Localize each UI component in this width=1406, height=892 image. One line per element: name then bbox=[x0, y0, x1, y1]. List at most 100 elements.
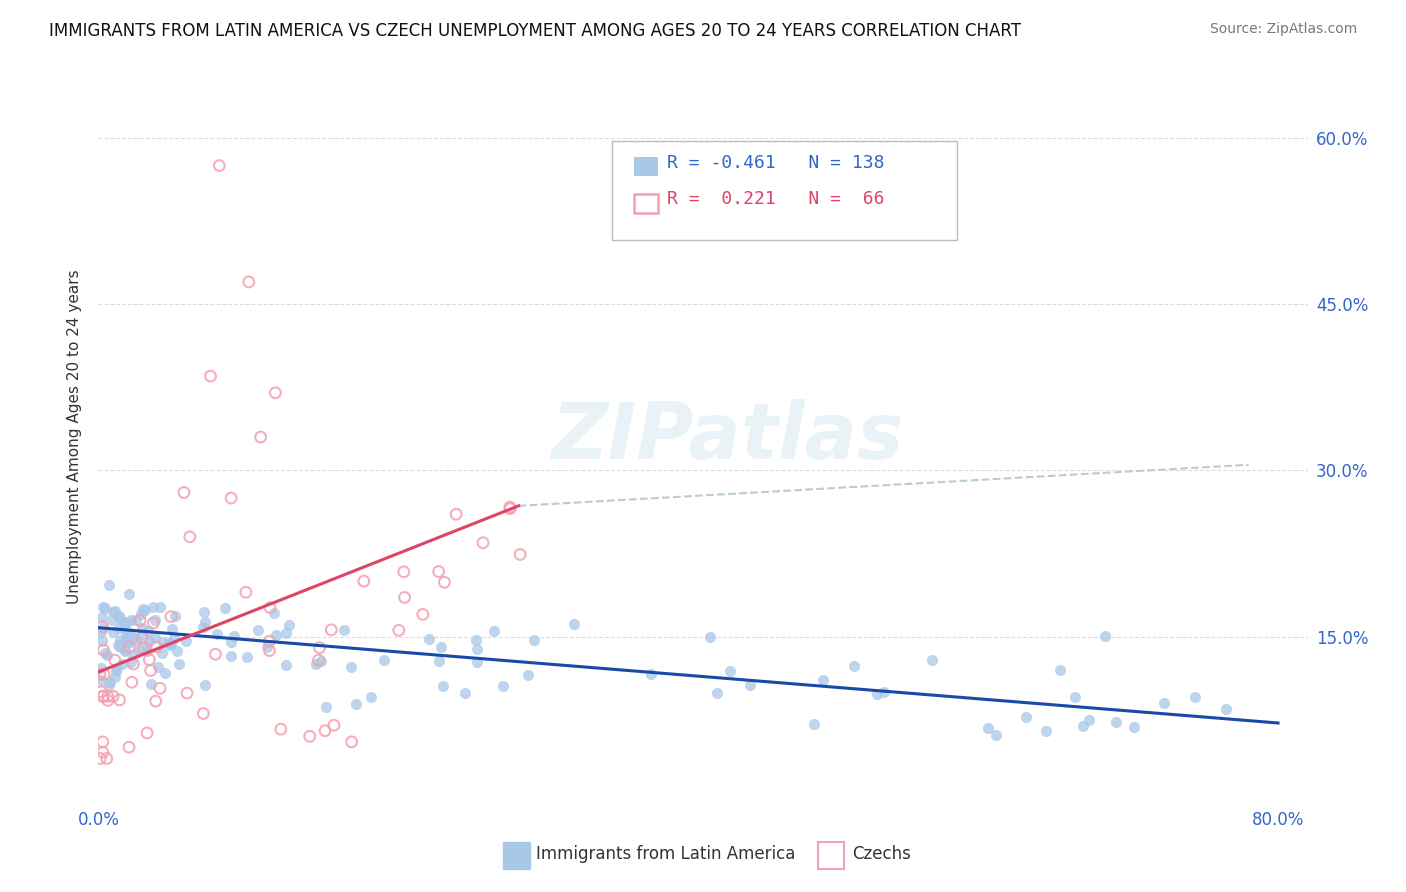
Point bbox=[873, 685, 896, 699]
Point bbox=[1071, 719, 1094, 733]
Point bbox=[699, 630, 721, 644]
Text: Czechs: Czechs bbox=[852, 845, 911, 863]
Point bbox=[321, 623, 343, 637]
Point bbox=[89, 751, 111, 765]
Point bbox=[176, 686, 198, 700]
Point bbox=[1035, 724, 1057, 739]
Point bbox=[97, 693, 120, 707]
Point bbox=[247, 623, 270, 637]
Point bbox=[1153, 696, 1175, 710]
Point bbox=[112, 617, 135, 632]
Point bbox=[977, 721, 1000, 735]
Point bbox=[465, 655, 488, 669]
Point bbox=[91, 735, 114, 749]
Point bbox=[160, 637, 183, 651]
Point bbox=[108, 640, 131, 654]
Point bbox=[94, 601, 117, 615]
Point bbox=[121, 648, 143, 662]
Point bbox=[465, 642, 488, 657]
Point bbox=[118, 740, 141, 755]
Point bbox=[91, 745, 114, 759]
Point bbox=[122, 657, 145, 671]
Point bbox=[131, 631, 153, 645]
Point bbox=[193, 706, 215, 721]
Point bbox=[238, 275, 260, 289]
Point bbox=[315, 699, 337, 714]
Point bbox=[107, 609, 129, 624]
Point bbox=[101, 606, 124, 620]
Point bbox=[111, 636, 134, 650]
Point bbox=[135, 639, 157, 653]
Point bbox=[101, 613, 124, 627]
Point bbox=[523, 633, 546, 648]
Point bbox=[427, 654, 450, 668]
Point bbox=[259, 643, 281, 657]
Point bbox=[108, 633, 131, 648]
Point bbox=[263, 606, 285, 620]
Point bbox=[1094, 630, 1116, 644]
Point bbox=[91, 621, 114, 635]
Point bbox=[132, 602, 155, 616]
Point bbox=[392, 565, 415, 579]
Point bbox=[90, 633, 112, 648]
Point bbox=[167, 657, 190, 672]
Point bbox=[264, 628, 287, 642]
Point bbox=[111, 615, 134, 629]
Point bbox=[1015, 709, 1038, 723]
Point bbox=[174, 634, 197, 648]
Point bbox=[120, 655, 142, 669]
Point bbox=[842, 658, 865, 673]
Point bbox=[308, 640, 330, 655]
Point bbox=[173, 485, 195, 500]
Point bbox=[249, 430, 271, 444]
Point bbox=[157, 636, 180, 650]
Point bbox=[219, 649, 242, 664]
Point bbox=[738, 678, 761, 692]
Point bbox=[108, 609, 131, 624]
Point bbox=[344, 698, 367, 712]
Point bbox=[159, 638, 181, 652]
Point bbox=[148, 660, 170, 674]
Bar bbox=[634, 157, 658, 176]
Point bbox=[132, 641, 155, 656]
Point bbox=[259, 600, 281, 615]
Point bbox=[93, 689, 115, 703]
Point bbox=[93, 643, 115, 657]
Point bbox=[114, 643, 136, 657]
Point bbox=[125, 633, 148, 648]
Point bbox=[160, 622, 183, 636]
Point bbox=[160, 609, 183, 624]
Point bbox=[117, 625, 139, 640]
Point bbox=[256, 640, 278, 654]
Point bbox=[104, 653, 127, 667]
FancyBboxPatch shape bbox=[613, 141, 957, 240]
Point bbox=[97, 690, 120, 704]
Point bbox=[163, 609, 186, 624]
Point bbox=[115, 634, 138, 648]
Point bbox=[276, 658, 298, 673]
Point bbox=[145, 640, 167, 654]
Point bbox=[149, 681, 172, 696]
Point bbox=[139, 664, 162, 678]
Point bbox=[564, 616, 586, 631]
Point bbox=[103, 624, 125, 639]
Point bbox=[509, 548, 531, 562]
Text: Immigrants from Latin America: Immigrants from Latin America bbox=[536, 845, 796, 863]
Point bbox=[101, 690, 124, 704]
Point bbox=[984, 728, 1007, 742]
Point bbox=[108, 622, 131, 636]
Point bbox=[433, 575, 456, 590]
Point bbox=[111, 637, 134, 651]
Point bbox=[118, 635, 141, 649]
Point bbox=[136, 726, 159, 740]
Point bbox=[811, 673, 834, 687]
Point bbox=[129, 614, 152, 628]
Point bbox=[427, 565, 450, 579]
Text: ZIPatlas: ZIPatlas bbox=[551, 399, 903, 475]
Point bbox=[93, 646, 115, 660]
Point bbox=[1063, 690, 1085, 704]
Text: R =  0.221   N =  66: R = 0.221 N = 66 bbox=[666, 190, 884, 209]
Point bbox=[259, 634, 281, 648]
Point bbox=[104, 664, 127, 678]
Point bbox=[236, 650, 259, 665]
